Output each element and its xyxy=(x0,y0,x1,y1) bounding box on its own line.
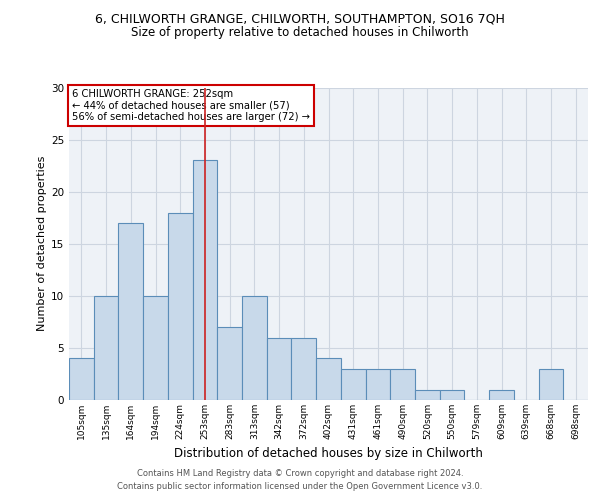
Y-axis label: Number of detached properties: Number of detached properties xyxy=(37,156,47,332)
Bar xyxy=(242,296,267,400)
Bar xyxy=(415,390,440,400)
Bar xyxy=(539,369,563,400)
Text: Size of property relative to detached houses in Chilworth: Size of property relative to detached ho… xyxy=(131,26,469,39)
Text: 6 CHILWORTH GRANGE: 252sqm
← 44% of detached houses are smaller (57)
56% of semi: 6 CHILWORTH GRANGE: 252sqm ← 44% of deta… xyxy=(71,89,310,122)
X-axis label: Distribution of detached houses by size in Chilworth: Distribution of detached houses by size … xyxy=(174,448,483,460)
Text: Contains public sector information licensed under the Open Government Licence v3: Contains public sector information licen… xyxy=(118,482,482,491)
Bar xyxy=(316,358,341,400)
Bar xyxy=(168,212,193,400)
Bar xyxy=(341,369,365,400)
Bar xyxy=(69,358,94,400)
Text: Contains HM Land Registry data © Crown copyright and database right 2024.: Contains HM Land Registry data © Crown c… xyxy=(137,468,463,477)
Bar xyxy=(489,390,514,400)
Bar xyxy=(390,369,415,400)
Bar xyxy=(267,338,292,400)
Text: 6, CHILWORTH GRANGE, CHILWORTH, SOUTHAMPTON, SO16 7QH: 6, CHILWORTH GRANGE, CHILWORTH, SOUTHAMP… xyxy=(95,12,505,26)
Bar xyxy=(193,160,217,400)
Bar xyxy=(440,390,464,400)
Bar xyxy=(94,296,118,400)
Bar xyxy=(292,338,316,400)
Bar xyxy=(365,369,390,400)
Bar xyxy=(143,296,168,400)
Bar xyxy=(118,223,143,400)
Bar xyxy=(217,327,242,400)
